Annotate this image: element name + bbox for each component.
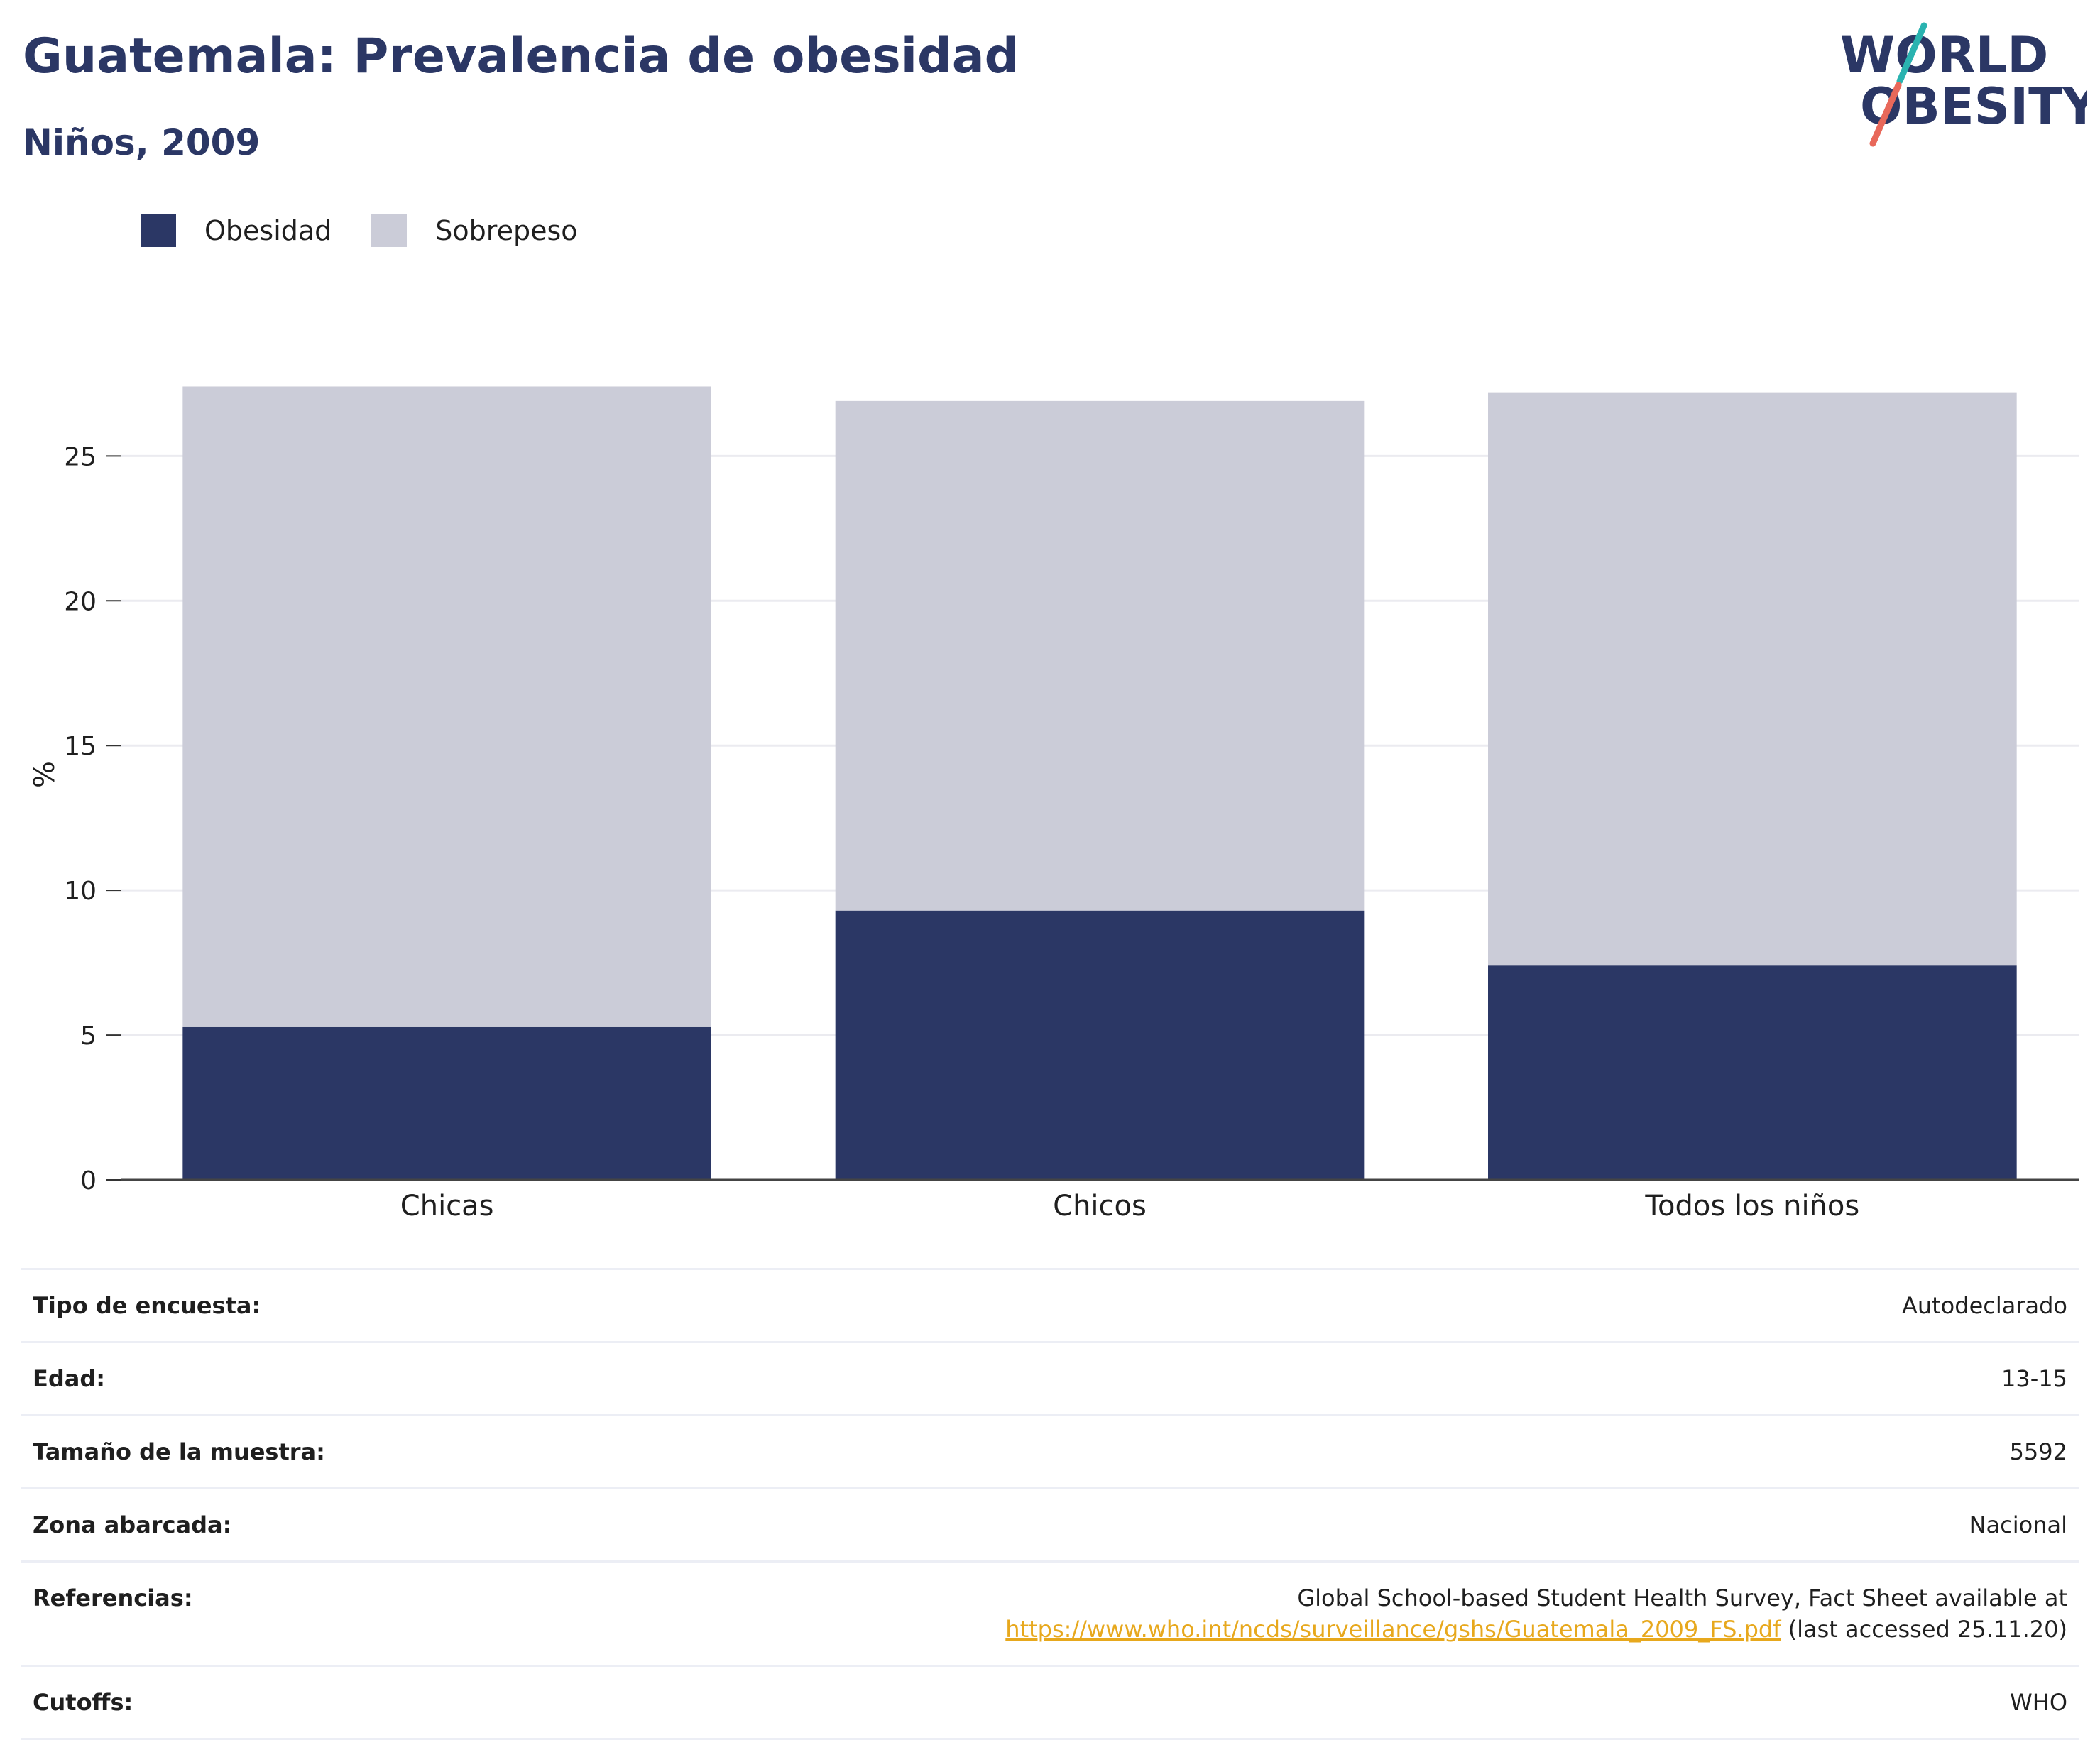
info-value-sample-size: 5592	[2009, 1438, 2067, 1465]
legend-swatch-sobrepeso	[371, 214, 408, 247]
survey-info-table: Tipo de encuesta: Autodeclarado Edad: 13…	[21, 1268, 2079, 1740]
world-obesity-logo: WORLD OBESITY	[1840, 22, 2087, 147]
info-key-cutoffs: Cutoffs:	[33, 1689, 133, 1716]
logo-line-1: WORLD	[1840, 26, 2048, 84]
y-tick-label: 25	[64, 442, 97, 471]
page-title: Guatemala: Prevalencia de obesidad	[23, 28, 1019, 84]
bar-obesidad	[1488, 965, 2017, 1180]
references-text: Global School-based Student Health Surve…	[1297, 1585, 2067, 1612]
info-key-references: Referencias:	[33, 1585, 193, 1612]
y-tick-label: 10	[64, 877, 97, 906]
info-key-survey-type: Tipo de encuesta:	[33, 1292, 261, 1319]
legend-swatch-obesidad	[141, 214, 176, 247]
info-key-sample-size: Tamaño de la muestra:	[33, 1438, 325, 1465]
references-suffix: (last accessed 25.11.20)	[1781, 1616, 2067, 1643]
bar-sobrepeso	[182, 386, 711, 1027]
page-subtitle: Niños, 2009	[23, 122, 261, 163]
info-row: Edad: 13-15	[21, 1342, 2079, 1416]
info-row: Cutoffs: WHO	[21, 1665, 2079, 1739]
info-value-cutoffs: WHO	[2010, 1689, 2067, 1716]
y-tick-label: 5	[80, 1022, 97, 1051]
logo-slash-bottom	[1869, 82, 1902, 147]
legend-label-obesidad: Obesidad	[204, 215, 332, 246]
bar-obesidad	[182, 1026, 711, 1180]
info-value-survey-type: Autodeclarado	[1901, 1292, 2067, 1319]
info-row: Tamaño de la muestra: 5592	[21, 1415, 2079, 1489]
y-tick-label: 0	[80, 1166, 97, 1195]
bar-sobrepeso	[1488, 392, 2017, 966]
legend-label-sobrepeso: Sobrepeso	[435, 215, 578, 246]
info-value-age: 13-15	[2001, 1365, 2067, 1392]
info-value-references: Global School-based Student Health Surve…	[485, 1562, 2079, 1666]
info-value-area: Nacional	[1969, 1511, 2067, 1538]
bar-sobrepeso	[835, 400, 1365, 911]
info-key-age: Edad:	[33, 1365, 106, 1392]
info-row: Tipo de encuesta: Autodeclarado	[21, 1269, 2079, 1342]
legend-item-sobrepeso[interactable]: Sobrepeso	[371, 214, 578, 247]
logo-slash-top	[1896, 22, 1927, 84]
y-tick-label: 20	[64, 587, 97, 616]
info-row: Zona abarcada: Nacional	[21, 1488, 2079, 1562]
chart-legend: Obesidad Sobrepeso	[141, 212, 618, 250]
info-row: Referencias: Global School-based Student…	[21, 1561, 2079, 1666]
x-tick-label: Chicas	[400, 1190, 494, 1222]
references-link[interactable]: https://www.who.int/ncds/surveillance/gs…	[1005, 1616, 1781, 1643]
x-tick-label: Todos los niños	[1644, 1190, 1859, 1222]
y-tick-label: 15	[64, 732, 97, 761]
logo-line-2: OBESITY	[1860, 77, 2087, 136]
x-tick-label: Chicos	[1053, 1190, 1147, 1222]
info-key-area: Zona abarcada:	[33, 1511, 232, 1538]
bar-obesidad	[835, 910, 1365, 1180]
legend-item-obesidad[interactable]: Obesidad	[141, 214, 332, 247]
stacked-bar-chart: 0 5 10 15 20 25% Chicas Chicos Todos los niños	[28, 386, 2079, 1222]
y-axis-title: %	[28, 761, 61, 788]
